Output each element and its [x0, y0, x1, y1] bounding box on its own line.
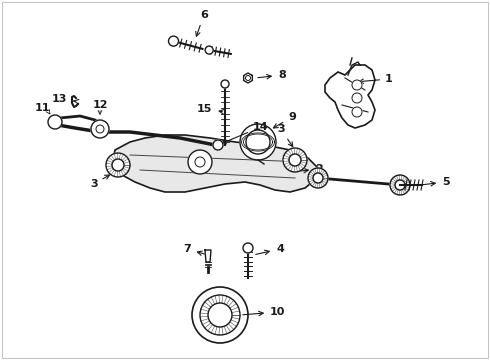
- Text: 3: 3: [277, 124, 293, 147]
- Circle shape: [390, 175, 410, 195]
- Text: 12: 12: [92, 100, 108, 110]
- Text: 4: 4: [256, 244, 284, 255]
- Circle shape: [240, 124, 276, 160]
- Text: 9: 9: [273, 112, 296, 128]
- Circle shape: [169, 36, 178, 46]
- Circle shape: [188, 150, 212, 174]
- Text: 11: 11: [34, 103, 50, 113]
- Polygon shape: [244, 73, 252, 83]
- Circle shape: [91, 120, 109, 138]
- Circle shape: [221, 80, 229, 88]
- Text: 13: 13: [52, 94, 79, 104]
- Polygon shape: [325, 65, 375, 128]
- Circle shape: [352, 93, 362, 103]
- Polygon shape: [205, 250, 211, 262]
- Text: 2: 2: [293, 164, 323, 174]
- Text: 5: 5: [423, 177, 450, 187]
- Text: 6: 6: [196, 10, 208, 36]
- Circle shape: [243, 243, 253, 253]
- Text: 3: 3: [90, 175, 109, 189]
- Circle shape: [352, 107, 362, 117]
- Circle shape: [192, 287, 248, 343]
- Text: 7: 7: [183, 244, 205, 255]
- Circle shape: [213, 140, 223, 150]
- Circle shape: [48, 115, 62, 129]
- Circle shape: [106, 153, 130, 177]
- Polygon shape: [112, 135, 318, 192]
- Text: 10: 10: [243, 307, 285, 317]
- Text: 14: 14: [221, 122, 269, 144]
- Text: 15: 15: [197, 104, 224, 114]
- Circle shape: [205, 46, 213, 54]
- Circle shape: [352, 80, 362, 90]
- Circle shape: [308, 168, 328, 188]
- Text: 1: 1: [359, 74, 393, 84]
- Circle shape: [283, 148, 307, 172]
- Text: 8: 8: [258, 70, 286, 80]
